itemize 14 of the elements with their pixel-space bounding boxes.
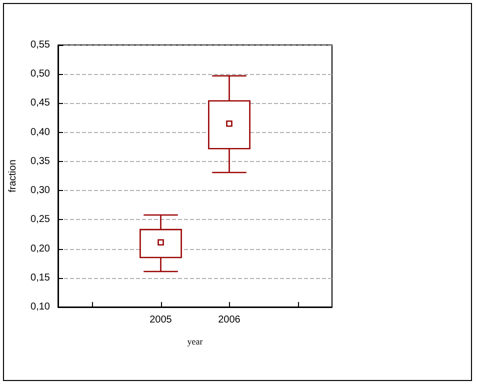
y-tick-label: 0,10 bbox=[30, 302, 50, 312]
y-tick-label: 0,15 bbox=[30, 272, 50, 284]
y-tick-label: 0,35 bbox=[30, 156, 50, 167]
x-axis-title: year bbox=[187, 336, 203, 346]
y-axis-title: fraction bbox=[8, 160, 18, 192]
y-tick-label: 0,55 bbox=[30, 40, 50, 50]
y-tick-label: 0,30 bbox=[30, 185, 50, 196]
y-tick-label: 0,25 bbox=[30, 214, 50, 226]
x-tick-label: 2006 bbox=[218, 314, 241, 326]
y-tick-label: 0,45 bbox=[30, 98, 50, 109]
y-tick-label: 0,20 bbox=[30, 243, 50, 254]
x-tick-label: 2005 bbox=[150, 314, 172, 326]
y-tick-label: 0,40 bbox=[30, 126, 50, 138]
y-tick-label: 0,50 bbox=[30, 68, 50, 80]
